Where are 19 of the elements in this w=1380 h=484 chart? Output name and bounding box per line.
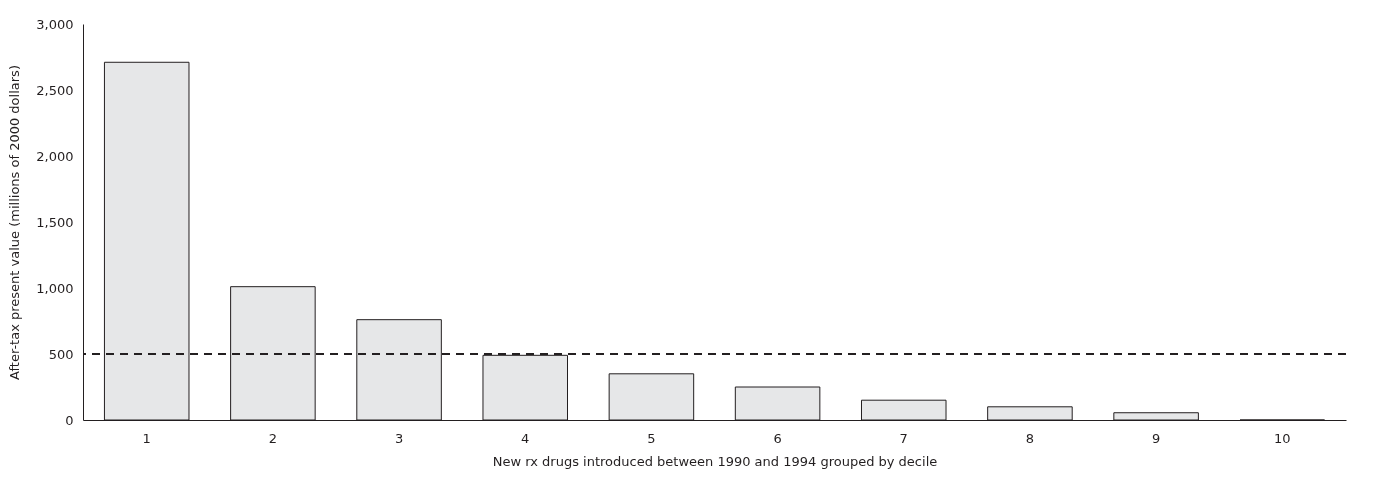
y-axis-title: After-tax present value (millions of 2000 dollars)	[7, 65, 23, 380]
y-tick-label: 1,000	[36, 280, 74, 296]
x-tick-label: 6	[773, 430, 782, 446]
x-tick-label: 7	[899, 430, 908, 446]
y-tick-label: 2,500	[36, 82, 74, 98]
x-axis-title: New rx drugs introduced between 1990 and 1994 grouped by decile	[492, 453, 938, 469]
x-tick-label: 8	[1025, 430, 1035, 446]
y-tick-label: 3,000	[36, 16, 74, 32]
y-tick-label: 1,500	[36, 214, 74, 230]
x-tick-label: 5	[647, 430, 656, 446]
y-tick-label: 0	[65, 412, 74, 428]
x-tick-label: 4	[521, 430, 530, 446]
y-tick-label: 500	[48, 346, 74, 362]
x-tick-label: 2	[268, 430, 278, 446]
x-tick-label: 3	[394, 430, 404, 446]
y-tick-label: 2,000	[36, 148, 74, 164]
x-tick-label: 10	[1274, 430, 1291, 446]
x-tick-label: 1	[142, 430, 151, 446]
x-tick-label: 9	[1151, 430, 1161, 446]
